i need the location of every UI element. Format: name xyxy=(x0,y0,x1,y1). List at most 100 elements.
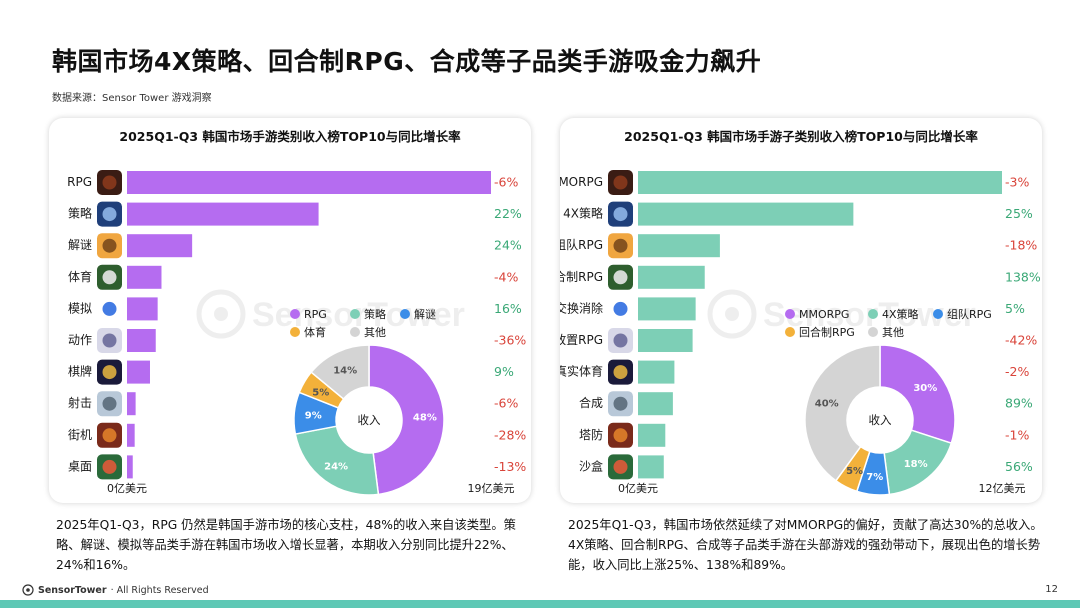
legend-label: RPG xyxy=(304,308,327,321)
game-icon xyxy=(97,328,122,353)
category-label: 模拟 xyxy=(68,301,92,315)
legend-label: 策略 xyxy=(364,307,386,321)
game-icon xyxy=(608,296,633,322)
axis-min-label: 0亿美元 xyxy=(107,482,147,495)
legend-swatch xyxy=(785,309,795,319)
legend-label: 4X策略 xyxy=(882,307,919,321)
donut-slice-label: 9% xyxy=(305,411,322,422)
watermark-logo-icon xyxy=(196,289,246,339)
footer-brand: SensorTower xyxy=(38,584,107,596)
bar xyxy=(638,234,720,258)
bar xyxy=(127,202,319,226)
legend-label: 回合制RPG xyxy=(799,325,855,339)
bar xyxy=(127,329,156,352)
donut-slice-label: 5% xyxy=(312,387,329,398)
axis-min-label: 0亿美元 xyxy=(618,482,658,495)
game-icon xyxy=(608,328,633,353)
bar xyxy=(127,265,162,289)
game-icon xyxy=(608,359,633,385)
donut-slice xyxy=(804,344,881,482)
bar xyxy=(127,423,135,447)
category-label: 交换消除 xyxy=(560,300,603,315)
game-icon xyxy=(97,201,122,227)
category-label: 桌面 xyxy=(68,459,92,473)
axis-max-label: 12亿美元 xyxy=(979,482,1026,495)
bar xyxy=(638,423,666,447)
donut-slice-label: 7% xyxy=(866,472,883,483)
donut-slice-label: 14% xyxy=(333,365,357,376)
category-label: 回合制RPG xyxy=(560,269,603,284)
legend-swatch xyxy=(350,327,360,337)
game-icon xyxy=(97,422,122,448)
donut-center-label: 收入 xyxy=(358,413,381,427)
bottom-accent-bar xyxy=(0,600,1080,608)
legend-swatch xyxy=(933,309,943,319)
legend-label: 体育 xyxy=(304,325,326,339)
category-label: 真实体育 xyxy=(560,364,603,379)
donut-slice xyxy=(294,425,380,496)
axis-max-label: 19亿美元 xyxy=(468,482,515,495)
game-icon xyxy=(97,391,122,417)
game-icon xyxy=(97,264,122,290)
legend-swatch xyxy=(400,309,410,319)
game-icon xyxy=(608,422,633,448)
game-icon xyxy=(97,454,122,480)
donut-slice-label: 24% xyxy=(324,461,348,472)
category-label: 棋牌 xyxy=(68,365,92,379)
category-label: 合成 xyxy=(579,395,603,410)
legend-swatch xyxy=(868,327,878,337)
category-chart-panel: 2025Q1-Q3 韩国市场手游类别收入榜TOP10与同比增长率 SensorT… xyxy=(49,118,531,503)
legend-swatch xyxy=(785,327,795,337)
page-title: 韩国市场4X策略、回合制RPG、合成等子品类手游吸金力飙升 xyxy=(52,47,762,76)
legend-swatch xyxy=(868,309,878,319)
bar xyxy=(127,392,136,416)
category-label: 沙盒 xyxy=(579,458,603,473)
left-caption: 2025年Q1-Q3，RPG 仍然是韩国手游市场的核心支柱，48%的收入来自该类… xyxy=(56,518,516,572)
category-label: 策略 xyxy=(68,206,92,221)
page-number: 12 xyxy=(1045,584,1058,595)
game-icon xyxy=(97,296,122,322)
growth-label: -1% xyxy=(1005,427,1029,442)
subcategory-chart-title: 2025Q1-Q3 韩国市场手游子类别收入榜TOP10与同比增长率 xyxy=(624,129,978,144)
legend-swatch xyxy=(290,327,300,337)
growth-label: -36% xyxy=(494,333,526,348)
growth-label: 89% xyxy=(1005,396,1033,411)
right-caption: 2025年Q1-Q3，韩国市场依然延续了对MMORPG的偏好，贡献了高达30%的… xyxy=(568,518,1043,572)
growth-label: 56% xyxy=(1005,459,1033,474)
game-icon xyxy=(608,391,633,417)
bar xyxy=(127,234,193,258)
donut-slice-label: 18% xyxy=(904,459,928,470)
growth-label: 9% xyxy=(494,364,514,379)
footer-rights: · All Rights Reserved xyxy=(110,584,209,596)
category-label: 街机 xyxy=(68,428,92,442)
growth-label: -42% xyxy=(1005,333,1037,348)
growth-label: 22% xyxy=(494,206,522,221)
donut-slice-label: 48% xyxy=(413,412,437,423)
bar xyxy=(638,297,696,321)
bar xyxy=(638,171,1002,194)
legend-label: 其他 xyxy=(882,326,904,339)
watermark-logo-dot-icon xyxy=(725,307,739,321)
category-label: 4X策略 xyxy=(563,206,603,221)
category-chart-title: 2025Q1-Q3 韩国市场手游类别收入榜TOP10与同比增长率 xyxy=(119,129,461,144)
game-icon xyxy=(608,233,633,259)
game-icon xyxy=(97,170,122,195)
data-source: 数据来源：Sensor Tower 游戏洞察 xyxy=(52,93,212,104)
donut-slice-label: 40% xyxy=(815,399,839,410)
bar xyxy=(638,265,705,289)
bar xyxy=(638,360,675,384)
bar xyxy=(127,171,491,194)
donut-slice xyxy=(879,344,956,445)
growth-label: -18% xyxy=(1005,238,1037,253)
donut-slice-label: 5% xyxy=(846,466,863,477)
category-label: 组队RPG xyxy=(560,237,603,252)
category-label: 动作 xyxy=(68,333,92,347)
category-label: 射击 xyxy=(68,395,92,410)
growth-label: -13% xyxy=(494,459,526,474)
legend-swatch xyxy=(350,309,360,319)
game-icon xyxy=(97,233,122,259)
growth-label: -6% xyxy=(494,175,518,190)
game-icon xyxy=(97,359,122,385)
growth-label: -4% xyxy=(494,269,518,284)
growth-label: 5% xyxy=(1005,301,1025,316)
